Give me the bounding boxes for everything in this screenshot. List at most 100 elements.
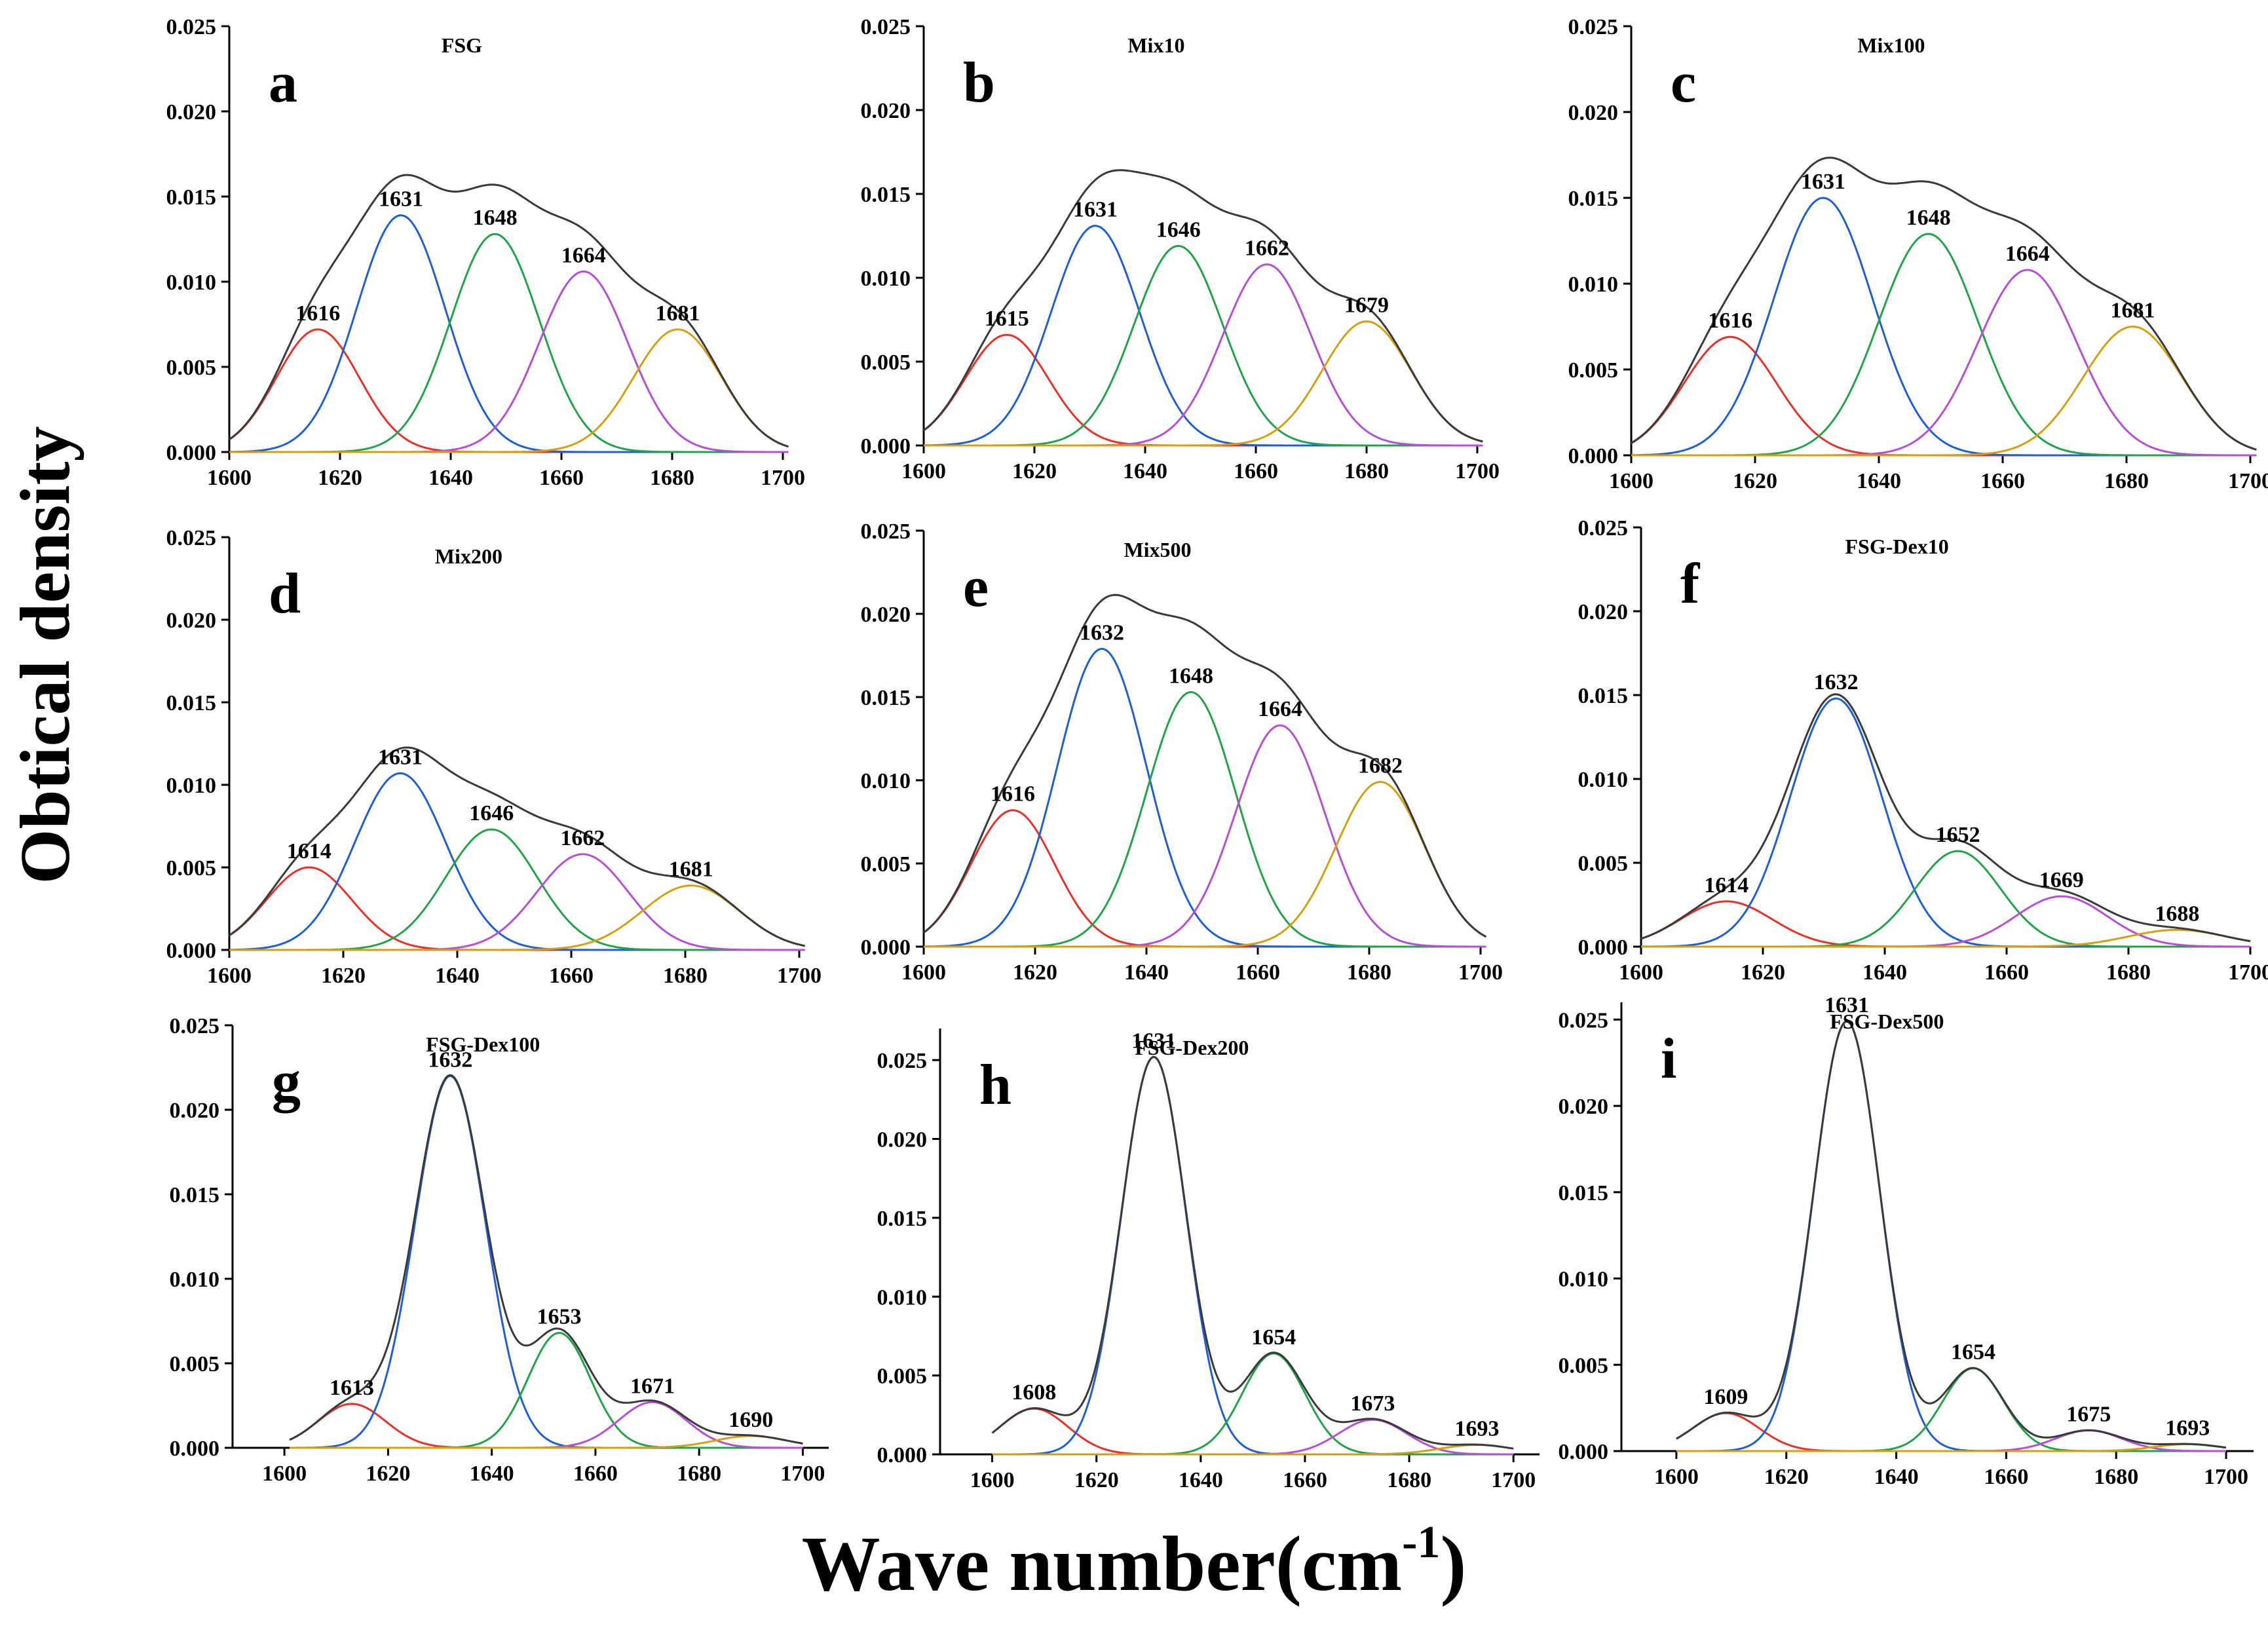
peak-label-1648: 1648 (473, 206, 518, 230)
panel-title: FSG-Dex100 (426, 1032, 540, 1056)
peak-label-1681: 1681 (655, 301, 700, 326)
x-tick-label: 1680 (2094, 1465, 2138, 1489)
x-tick-label: 1600 (901, 960, 946, 985)
x-tick-label: 1680 (650, 466, 694, 490)
peak-curve-1616 (1631, 337, 2256, 455)
y-tick-label: 0.000 (1578, 936, 1629, 960)
x-tick-label: 1680 (1347, 960, 1391, 985)
peak-label-1631: 1631 (379, 187, 423, 212)
x-tick-label: 1640 (1857, 469, 1901, 493)
x-tick-label: 1640 (1862, 960, 1907, 985)
panel-letter: g (272, 1050, 301, 1114)
peak-label-1662: 1662 (560, 826, 605, 850)
y-tick-label: 0.005 (1559, 1353, 1609, 1378)
y-tick-label: 0.000 (861, 936, 911, 960)
y-tick-label: 0.020 (861, 603, 911, 627)
x-tick-label: 1620 (321, 964, 366, 988)
panel-title: FSG-Dex10 (1845, 535, 1948, 558)
peak-label-1631: 1631 (1801, 170, 1845, 194)
peak-label-1693: 1693 (2165, 1416, 2210, 1440)
panel-title: FSG (442, 33, 482, 57)
x-tick-label: 1600 (1609, 469, 1654, 493)
y-tick-label: 0.005 (166, 856, 217, 880)
x-tick-label: 1700 (777, 964, 822, 988)
peak-label-1664: 1664 (561, 243, 606, 267)
peak-curve-1616 (229, 330, 789, 452)
x-tick-label: 1700 (2204, 1465, 2248, 1489)
y-tick-label: 0.020 (1559, 1095, 1609, 1119)
y-tick-label: 0.025 (861, 15, 911, 39)
x-tick-label: 1680 (1387, 1468, 1431, 1492)
y-tick-label: 0.015 (166, 691, 217, 715)
y-tick-label: 0.025 (877, 1049, 928, 1073)
x-tick-label: 1620 (1741, 960, 1785, 985)
peak-label-1648: 1648 (1906, 206, 1951, 230)
envelope-curve (1676, 1021, 2226, 1448)
peak-label-1613: 1613 (330, 1376, 374, 1400)
y-tick-label: 0.010 (166, 271, 217, 295)
x-tick-label: 1640 (1874, 1465, 1919, 1489)
panel-letter: i (1661, 1027, 1676, 1091)
peak-label-1631: 1631 (1073, 198, 1118, 222)
x-tick-label: 1600 (207, 466, 252, 490)
peak-label-1675: 1675 (2066, 1402, 2111, 1426)
peak-label-1681: 1681 (2110, 299, 2155, 323)
y-tick-label: 0.010 (877, 1285, 928, 1310)
y-tick-label: 0.000 (1568, 444, 1619, 468)
x-tick-label: 1640 (428, 466, 473, 490)
peak-label-1646: 1646 (1156, 217, 1201, 242)
x-tick-label: 1700 (1455, 459, 1500, 483)
y-tick-label: 0.015 (170, 1183, 220, 1207)
peak-label-1673: 1673 (1350, 1391, 1395, 1416)
x-axis-label: Wave number(cm-1) (0, 1517, 2268, 1609)
x-tick-label: 1660 (539, 466, 584, 490)
peak-label-1648: 1648 (1169, 664, 1213, 688)
peak-curve-1679 (924, 322, 1483, 445)
peak-label-1616: 1616 (1708, 309, 1752, 333)
x-tick-label: 1660 (1234, 459, 1278, 483)
peak-label-1653: 1653 (537, 1305, 582, 1329)
peak-curve-1693 (992, 1445, 1514, 1454)
x-axis-label-close: ) (1440, 1520, 1466, 1607)
y-tick-label: 0.005 (861, 852, 911, 877)
x-tick-label: 1620 (1733, 469, 1777, 493)
x-tick-label: 1660 (1980, 469, 2025, 493)
peak-label-1632: 1632 (1080, 620, 1124, 645)
y-tick-label: 0.025 (166, 15, 217, 39)
x-tick-label: 1700 (2228, 960, 2268, 985)
y-tick-label: 0.015 (1578, 684, 1629, 708)
peak-curve-1682 (924, 782, 1486, 947)
peak-label-1671: 1671 (630, 1374, 675, 1398)
x-tick-label: 1620 (366, 1462, 410, 1486)
y-tick-label: 0.010 (166, 774, 217, 798)
peak-label-1664: 1664 (2005, 242, 2050, 266)
x-tick-label: 1640 (1179, 1468, 1223, 1492)
x-tick-label: 1620 (1012, 459, 1057, 483)
y-tick-label: 0.010 (861, 769, 911, 793)
peak-curve-1681 (1631, 327, 2256, 455)
x-tick-label: 1620 (1764, 1465, 1809, 1489)
peak-label-1662: 1662 (1245, 236, 1289, 261)
y-tick-label: 0.020 (1568, 101, 1619, 125)
x-tick-label: 1600 (970, 1468, 1015, 1492)
panel-letter: e (963, 556, 989, 619)
y-tick-label: 0.000 (877, 1443, 928, 1467)
peak-curve-1631 (992, 1057, 1514, 1454)
peak-label-1679: 1679 (1344, 293, 1389, 318)
peak-curve-1662 (924, 265, 1483, 445)
panel-title: Mix200 (435, 544, 502, 568)
x-tick-label: 1620 (1074, 1468, 1119, 1492)
y-tick-label: 0.020 (170, 1099, 220, 1123)
x-tick-label: 1600 (901, 459, 946, 483)
x-tick-label: 1680 (677, 1462, 721, 1486)
y-tick-label: 0.010 (1568, 273, 1619, 297)
peak-label-1631: 1631 (378, 745, 423, 769)
peak-label-1681: 1681 (669, 858, 713, 882)
